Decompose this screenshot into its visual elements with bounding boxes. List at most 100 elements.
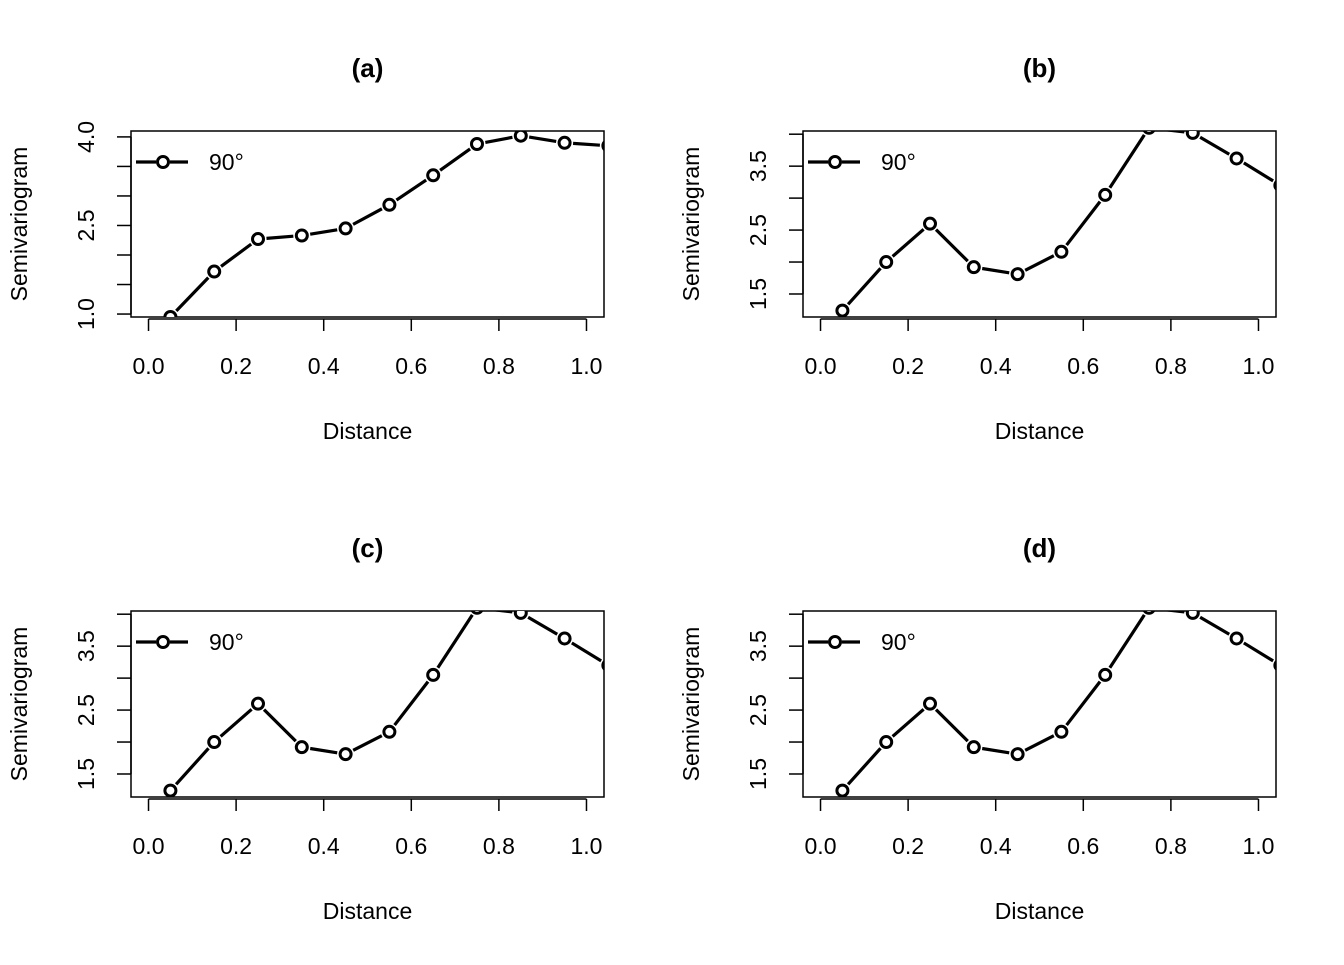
data-point <box>557 135 572 150</box>
data-point <box>382 724 397 739</box>
x-axis: 0.0 0.2 0.4 0.6 0.8 1.0 <box>805 798 1274 859</box>
series-90 <box>163 611 604 797</box>
data-point <box>1273 659 1276 671</box>
series-segment <box>934 228 969 263</box>
data-point <box>426 667 441 682</box>
plot-frame <box>802 130 1277 318</box>
series-segment <box>309 228 338 236</box>
panel-title: (a) <box>352 53 384 83</box>
series-segment <box>219 708 253 738</box>
series-segment <box>572 141 601 147</box>
data-point <box>923 696 938 711</box>
data-point <box>163 783 178 797</box>
x-tick-label: 1.0 <box>1242 353 1274 379</box>
series-segment <box>436 614 474 669</box>
series-segment <box>266 234 294 240</box>
data-point <box>163 310 178 317</box>
y-axis-label: Semivariogram <box>678 627 704 782</box>
x-axis-label: Distance <box>323 898 412 924</box>
y-axis: 1.5 2.5 3.5 <box>745 613 804 790</box>
series-segment <box>262 708 297 743</box>
legend: 90° <box>136 629 244 655</box>
data-point <box>1054 724 1069 739</box>
series-segment <box>934 708 969 743</box>
series-segment <box>528 135 557 144</box>
plot-frame <box>802 610 1277 798</box>
series-90 <box>835 131 1276 317</box>
data-point <box>338 747 353 762</box>
y-tick-label: 3.5 <box>745 630 771 662</box>
series-90 <box>163 131 604 317</box>
y-axis: 1.5 2.5 3.5 <box>73 613 132 790</box>
panel-c: (c) 0.0 0.2 0.4 0.6 0.8 1.0 Distance 1.5 2.5 3.5 Se… <box>6 533 605 924</box>
data-point <box>879 255 894 270</box>
x-tick-label: 0.6 <box>395 353 427 379</box>
x-tick-label: 0.2 <box>892 353 924 379</box>
data-point <box>382 197 397 212</box>
x-tick-label: 0.8 <box>1155 353 1187 379</box>
data-point <box>207 735 222 750</box>
y-tick-label: 2.5 <box>745 214 771 246</box>
x-tick-label: 0.0 <box>805 833 837 859</box>
x-tick-label: 0.0 <box>805 353 837 379</box>
legend: 90° <box>808 149 916 175</box>
x-axis: 0.0 0.2 0.4 0.6 0.8 1.0 <box>133 798 602 859</box>
data-point <box>1185 131 1200 140</box>
x-tick-label: 0.8 <box>1155 833 1187 859</box>
y-tick-label: 2.5 <box>745 694 771 726</box>
data-point <box>601 659 604 671</box>
x-axis: 0.0 0.2 0.4 0.6 0.8 1.0 <box>805 318 1274 379</box>
series-segment <box>570 641 602 663</box>
data-point <box>207 264 222 279</box>
y-tick-label: 1.5 <box>745 758 771 790</box>
series-segment <box>1108 614 1146 669</box>
x-tick-label: 0.6 <box>395 833 427 859</box>
series-segment <box>981 746 1010 755</box>
series-segment <box>1199 615 1231 636</box>
series-segment <box>1065 200 1102 247</box>
legend-label: 90° <box>209 149 244 175</box>
series-segment <box>1199 135 1231 156</box>
x-tick-label: 1.0 <box>570 833 602 859</box>
panel-a: (a) 0.0 0.2 0.4 0.6 0.8 1.0 Distance 1.0 2.5 4.0 Se… <box>6 53 605 444</box>
series-segment <box>1108 134 1146 189</box>
plot-frame <box>130 130 605 318</box>
y-tick-label: 1.0 <box>73 298 99 330</box>
data-point <box>1229 151 1244 166</box>
data-point <box>251 232 266 247</box>
panel-b: (b) 0.0 0.2 0.4 0.6 0.8 1.0 Distance 1.5 2.5 3.5 Se… <box>678 53 1277 444</box>
series-segment <box>1024 734 1055 752</box>
x-tick-label: 0.0 <box>133 833 165 859</box>
data-point <box>426 168 441 183</box>
legend-label: 90° <box>881 629 916 655</box>
data-point <box>1010 747 1025 762</box>
y-axis-label: Semivariogram <box>678 147 704 302</box>
x-axis-label: Distance <box>995 418 1084 444</box>
panel-title: (d) <box>1023 533 1056 563</box>
x-tick-label: 0.8 <box>483 833 515 859</box>
series-segment <box>846 747 882 786</box>
data-point <box>1142 131 1156 135</box>
series-segment <box>352 207 383 226</box>
series-segment <box>395 178 428 202</box>
y-tick-label: 1.5 <box>73 758 99 790</box>
x-tick-label: 0.4 <box>980 833 1012 859</box>
series-segment <box>1065 680 1102 727</box>
panel-title: (c) <box>352 533 384 563</box>
x-axis: 0.0 0.2 0.4 0.6 0.8 1.0 <box>133 318 602 379</box>
data-point <box>1054 244 1069 259</box>
data-point <box>923 216 938 231</box>
x-tick-label: 1.0 <box>1242 833 1274 859</box>
data-point <box>1098 187 1113 202</box>
data-point <box>513 131 528 143</box>
data-point <box>294 740 309 755</box>
y-axis: 1.0 2.5 4.0 <box>73 121 132 330</box>
data-point <box>251 696 266 711</box>
data-point <box>557 631 572 646</box>
data-point <box>338 221 353 236</box>
y-tick-label: 4.0 <box>73 121 99 153</box>
series-segment <box>891 708 925 738</box>
series-segment <box>846 267 882 306</box>
legend-marker <box>828 155 842 169</box>
x-tick-label: 0.8 <box>483 353 515 379</box>
